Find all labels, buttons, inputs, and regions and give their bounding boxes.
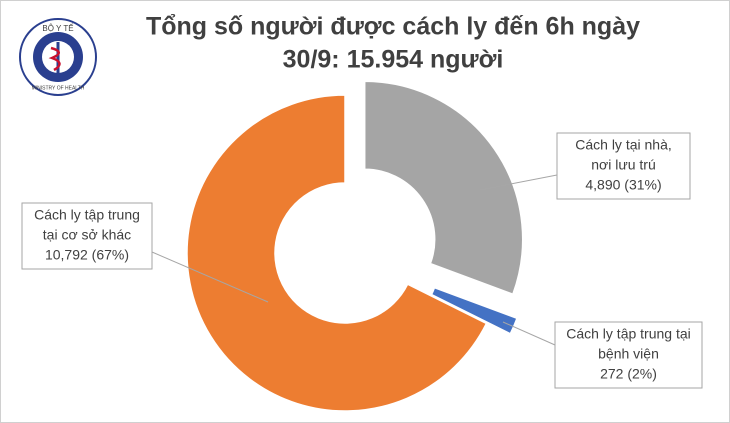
category-label: bệnh viện (598, 346, 659, 362)
category-label: nơi lưu trú (591, 157, 655, 173)
donut-slice (186, 94, 488, 412)
value-label: 10,792 (67%) (45, 247, 129, 263)
logo-top: BỘ Y TẾ (42, 23, 73, 33)
donut-slice (430, 286, 518, 335)
leader-line (151, 251, 269, 303)
label-box (554, 321, 703, 389)
value-label: 272 (2%) (600, 366, 657, 382)
chart-title: Tổng số người được cách ly đến 6h ngày (146, 13, 640, 41)
chart-title: 30/9: 15.954 người (283, 46, 504, 74)
leader-line (479, 174, 558, 191)
label-box (556, 132, 691, 200)
donut-slice (363, 80, 524, 296)
logo: BỘ Y TẾ MINISTRY OF HEALTH (19, 18, 97, 96)
category-label: Cách ly tập trung (34, 207, 140, 223)
value-label: 4,890 (31%) (585, 177, 661, 193)
category-label: Cách ly tập trung tại (566, 326, 691, 342)
label-box (21, 202, 153, 270)
category-label: tại cơ sở khác (43, 227, 131, 243)
logo-bottom: MINISTRY OF HEALTH (32, 85, 85, 91)
category-label: Cách ly tại nhà, (575, 137, 672, 153)
leader-line (502, 321, 556, 346)
